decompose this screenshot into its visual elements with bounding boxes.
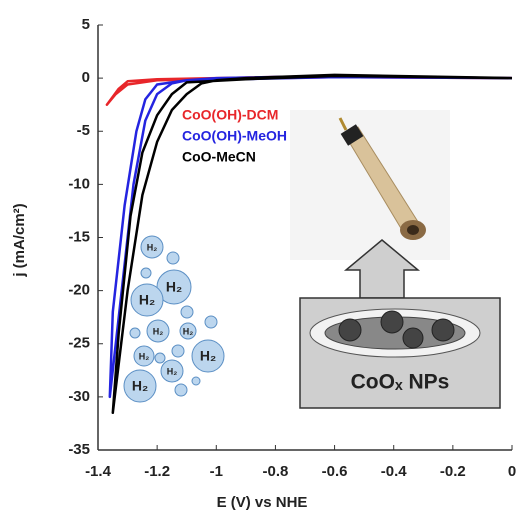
bubble bbox=[179, 322, 197, 340]
x-axis-label: E (V) vs NHE bbox=[217, 494, 308, 511]
bubble-label: H₂ bbox=[139, 351, 150, 361]
electrode bbox=[290, 110, 450, 260]
bubble-label: H₂ bbox=[167, 366, 178, 376]
legend-entry: CoO(OH)-DCM bbox=[182, 107, 278, 123]
y-tick-label: -30 bbox=[68, 388, 90, 405]
arrow bbox=[343, 239, 421, 299]
electrode-disk bbox=[407, 225, 419, 235]
bubble-label: H₂ bbox=[200, 348, 216, 364]
y-axis-label: j (mA/cm²) bbox=[11, 203, 28, 277]
bubble bbox=[154, 352, 166, 364]
bubble-label: H₂ bbox=[139, 292, 155, 308]
bubble bbox=[129, 327, 141, 339]
bubble-label: H₂ bbox=[147, 242, 158, 252]
bubble bbox=[180, 305, 194, 319]
bubbles: H₂ H₂ H₂ H₂ H₂ H₂ H₂ H₂ H₂ bbox=[123, 235, 225, 403]
y-tick-label: -5 bbox=[77, 122, 90, 139]
bubble bbox=[191, 339, 225, 373]
legend-entry: CoO(OH)-MeOH bbox=[182, 128, 287, 144]
bubble bbox=[171, 344, 185, 358]
y-tick-label: -15 bbox=[68, 228, 90, 245]
x-tick-label: -0.8 bbox=[262, 463, 288, 480]
bubble bbox=[174, 383, 188, 397]
bubble bbox=[146, 319, 170, 343]
bubble bbox=[140, 235, 164, 259]
bubble bbox=[140, 267, 152, 279]
y-tick-label: -35 bbox=[68, 441, 90, 458]
bubble bbox=[133, 345, 155, 367]
x-tick-label: -1 bbox=[210, 463, 223, 480]
np-cluster bbox=[402, 327, 424, 349]
x-tick-label: -1.2 bbox=[144, 463, 170, 480]
np-clusters bbox=[338, 310, 455, 349]
bubble-label: H₂ bbox=[132, 378, 148, 394]
x-tick-label: 0 bbox=[508, 463, 516, 480]
y-tick-label: 5 bbox=[82, 16, 90, 33]
bubble bbox=[130, 283, 164, 317]
np-cluster bbox=[431, 318, 455, 342]
series-line bbox=[111, 73, 513, 415]
x-tick-label: -0.4 bbox=[381, 463, 408, 480]
electrode-cap bbox=[340, 124, 364, 146]
bubble bbox=[204, 315, 218, 329]
legend-entry: CoO-MeCN bbox=[182, 149, 256, 165]
electrode-wire bbox=[338, 117, 348, 131]
bubble bbox=[191, 376, 201, 386]
y-tick-label: -10 bbox=[68, 175, 90, 192]
x-tick-label: -0.2 bbox=[440, 463, 466, 480]
series-line bbox=[108, 74, 513, 399]
bubble-label: H₂ bbox=[166, 279, 182, 295]
x-tick-label: -1.4 bbox=[85, 463, 112, 480]
x-tick-label: -0.6 bbox=[322, 463, 348, 480]
bubble bbox=[166, 251, 180, 265]
np-cluster bbox=[338, 318, 362, 342]
bubble-label: H₂ bbox=[153, 326, 164, 336]
y-tick-label: -20 bbox=[68, 282, 90, 299]
y-tick-label: 0 bbox=[82, 69, 90, 86]
y-tick-label: -25 bbox=[68, 335, 90, 352]
bubble bbox=[123, 369, 157, 403]
electrode-backdrop bbox=[290, 110, 450, 260]
box-label: CoOₓ NPs bbox=[351, 371, 450, 394]
np-cluster bbox=[380, 310, 404, 334]
bubble bbox=[160, 359, 184, 383]
bubble-label: H₂ bbox=[183, 326, 194, 336]
